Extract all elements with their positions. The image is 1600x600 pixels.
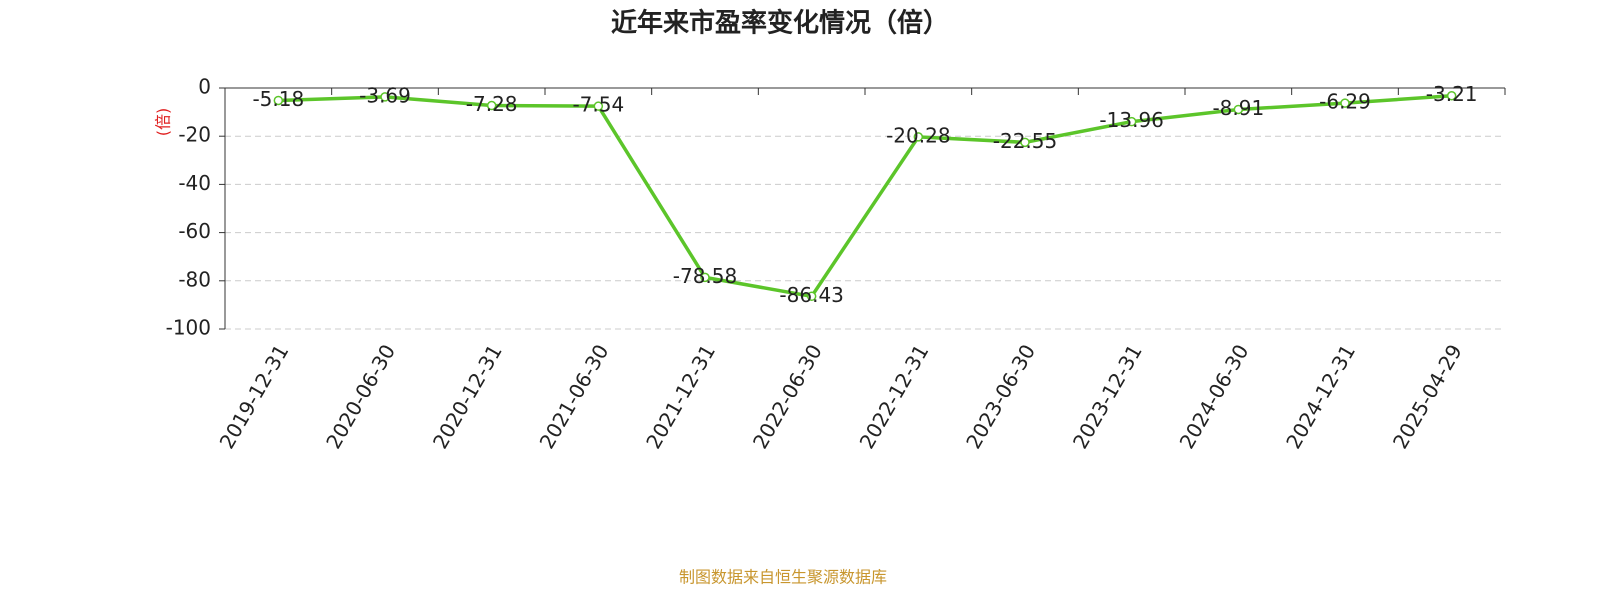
x-tick-label: 2023-06-30 [961,340,1040,453]
data-label: -7.54 [572,93,624,117]
data-line [278,93,1452,299]
source-note: 制图数据来自恒生聚源数据库 [679,568,887,587]
data-point [700,272,710,283]
x-tick-label: 2021-12-31 [641,340,720,453]
data-label: -13.96 [1099,108,1163,132]
data-point [1126,116,1137,127]
data-label: -7.28 [466,92,518,116]
y-tick-label: -80 [178,267,211,291]
x-tick-label: 2022-06-30 [748,340,827,453]
x-tick-label: 2024-12-31 [1281,340,1360,453]
y-axis-label: (倍) [154,108,173,137]
data-point [593,101,604,111]
x-tick-label: 2020-06-30 [321,340,400,453]
y-tick-label: -100 [166,316,211,340]
y-tick-label: -40 [178,171,211,195]
chart-title: 近年来市盈率变化情况（倍） [611,8,949,39]
data-point [1233,104,1244,115]
data-point [380,92,390,102]
data-point [1340,98,1350,108]
y-tick-label: -20 [178,123,211,147]
data-point [1446,90,1457,101]
x-tick-label: 2020-12-31 [428,340,507,453]
data-point [1020,137,1030,148]
data-label: -3.69 [359,83,411,107]
x-tick-label: 2022-12-31 [855,340,934,453]
data-label: -5.18 [252,87,304,111]
data-point [273,95,284,106]
data-point [486,100,497,111]
x-tick-label: 2019-12-31 [215,340,294,453]
data-label: -6.29 [1319,90,1371,114]
y-tick-label: -60 [178,219,211,243]
data-label: -8.91 [1212,96,1264,120]
data-label: -78.58 [673,264,737,288]
x-tick-label: 2021-06-30 [535,340,614,453]
x-tick-label: 2024-06-30 [1175,340,1254,453]
x-tick-label: 2025-04-29 [1388,340,1467,453]
data-label: -20.28 [886,123,950,147]
y-tick-label: 0 [198,75,211,99]
data-label: -86.43 [779,283,843,307]
data-label: -3.21 [1426,82,1478,106]
data-point [913,132,924,142]
data-point [806,291,817,302]
x-tick-label: 2023-12-31 [1068,340,1147,453]
data-label: -22.55 [993,129,1057,153]
